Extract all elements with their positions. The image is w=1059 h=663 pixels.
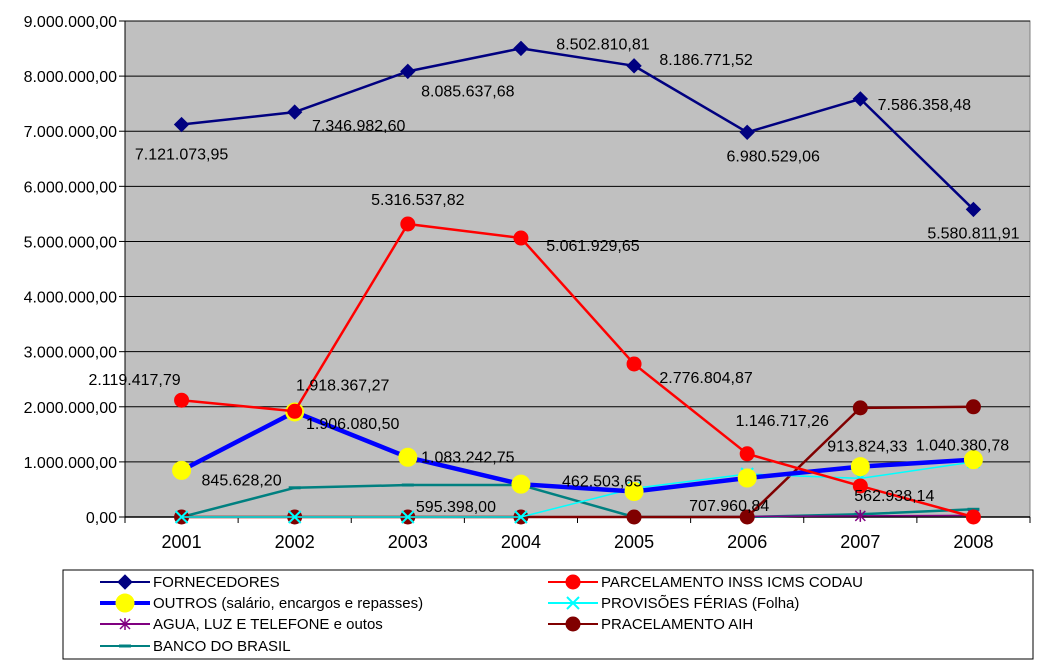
legend-swatch-marker: [565, 616, 581, 632]
legend-label: PARCELAMENTO INSS ICMS CODAU: [601, 574, 863, 591]
x-tick-label: 2008: [953, 532, 993, 552]
series-0-point: [739, 124, 755, 141]
legend-label: OUTROS (salário, encargos e repasses): [153, 595, 423, 612]
series-1-line: [181, 222, 974, 519]
series-1-point: [626, 356, 642, 372]
data-label: 2.776.804,87: [659, 370, 753, 387]
series-1-point: [287, 403, 303, 419]
y-tick-label: 7.000.000,00: [24, 124, 118, 141]
series-1-point: [174, 392, 190, 408]
legend: FORNECEDORES PARCELAMENTO INSS ICMS CODAU…: [62, 569, 1034, 660]
data-label: 5.061.929,65: [546, 238, 640, 255]
data-label: 707.960,84: [689, 498, 769, 515]
series-0-point: [400, 63, 416, 80]
legend-label: BANCO DO BRASIL: [153, 638, 291, 655]
series-2-point: [850, 457, 870, 477]
data-label: 8.186.771,52: [659, 52, 753, 69]
series-5-point: [852, 400, 868, 416]
series-0-point: [852, 91, 869, 107]
series-5-point: [739, 509, 755, 525]
x-tick-label: 2001: [162, 532, 202, 552]
series-0-line: [181, 47, 975, 211]
series-1-point: [513, 230, 529, 246]
series-3-point: [401, 510, 415, 524]
data-label: 562.938,14: [854, 488, 934, 505]
legend-label: FORNECEDORES: [153, 574, 280, 591]
data-label: 7.121.073,95: [135, 147, 229, 164]
x-tick-label: 2002: [275, 532, 315, 552]
y-tick-label: 5.000.000,00: [24, 234, 118, 251]
y-tick-label: 8.000.000,00: [24, 69, 118, 86]
data-label: 1.040.380,78: [916, 438, 1010, 455]
data-label: 6.980.529,06: [726, 148, 820, 165]
data-label: 8.085.637,68: [421, 83, 515, 100]
data-labels: 7.121.073,95 7.346.982,60 8.085.637,68 8.50…: [88, 36, 1019, 516]
data-label: 462.503,65: [562, 474, 642, 491]
legend-swatch-marker: [565, 574, 581, 590]
y-tick-label: 3.000.000,00: [24, 345, 118, 362]
series-0-point: [513, 40, 529, 57]
series-0-point: [965, 201, 982, 218]
series-1-point: [965, 509, 981, 525]
data-label: 913.824,33: [827, 439, 907, 456]
legend-label: PRACELAMENTO AIH: [601, 616, 753, 633]
y-tick-label: 2.000.000,00: [24, 400, 118, 417]
plot-area: [124, 20, 1031, 518]
y-axis-ticks: 0,00 1.000.000,00 2.000.000,00 3.000.000,00…: [24, 14, 125, 527]
series-group: [172, 40, 983, 525]
x-axis-ticks: 2001 2002 2003 2004 2005 2006 2007 2008: [124, 517, 1031, 552]
legend-label: AGUA, LUZ E TELEFONE e outos: [153, 616, 383, 633]
series-2-point: [398, 447, 418, 467]
x-tick-label: 2006: [727, 532, 767, 552]
series-4-point: [854, 509, 866, 522]
series-1-point: [739, 446, 755, 462]
series-0-point: [286, 104, 303, 120]
series-2-point: [737, 468, 757, 488]
x-tick-label: 2003: [388, 532, 428, 552]
series-6-line: [181, 483, 974, 519]
series-1-point: [852, 478, 868, 494]
y-tick-label: 0,00: [86, 510, 117, 527]
data-label: 5.316.537,82: [371, 192, 465, 209]
series-2-point: [963, 450, 983, 470]
data-label: 1.918.367,27: [296, 377, 390, 394]
data-label: 1.906.080,50: [306, 416, 400, 433]
y-tick-label: 1.000.000,00: [24, 455, 118, 472]
series-3-line: [181, 461, 974, 518]
data-label: 1.083.242,75: [421, 449, 515, 466]
series-2-point: [172, 460, 192, 480]
series-0-point: [626, 58, 642, 74]
y-tick-label: 9.000.000,00: [24, 14, 118, 31]
series-5-point: [965, 399, 981, 415]
series-2-point: [511, 474, 531, 494]
legend-box: [62, 569, 1034, 660]
series-1-point: [400, 216, 416, 232]
legend-swatch-marker: [115, 593, 135, 613]
x-tick-label: 2004: [501, 532, 541, 552]
data-label: 2.119.417,79: [88, 372, 180, 389]
series-0-point: [173, 116, 190, 133]
data-label: 5.580.811,91: [927, 225, 1019, 242]
series-2-line: [180, 409, 974, 494]
series-2-point: [624, 482, 644, 502]
legend-swatch-marker: [117, 574, 133, 590]
x-tick-label: 2007: [840, 532, 880, 552]
data-label: 7.586.358,48: [878, 97, 972, 114]
series-3-point: [287, 510, 302, 524]
y-tick-label: 4.000.000,00: [24, 290, 118, 307]
legend-swatch-marker: [566, 596, 580, 610]
data-label: 845.628,20: [202, 472, 282, 489]
legend-swatch-marker: [119, 618, 131, 630]
series-3-point: [174, 510, 189, 524]
series-5-point: [626, 509, 642, 525]
data-label: 1.146.717,26: [735, 413, 829, 430]
series-3-point: [514, 510, 528, 524]
y-tick-label: 6.000.000,00: [24, 179, 118, 196]
data-label: 7.346.982,60: [312, 118, 406, 135]
x-tick-label: 2005: [614, 532, 654, 552]
data-label: 8.502.810,81: [556, 36, 650, 53]
legend-label: PROVISÕES FÉRIAS (Folha): [601, 595, 799, 612]
data-label: 595.398,00: [416, 499, 496, 516]
